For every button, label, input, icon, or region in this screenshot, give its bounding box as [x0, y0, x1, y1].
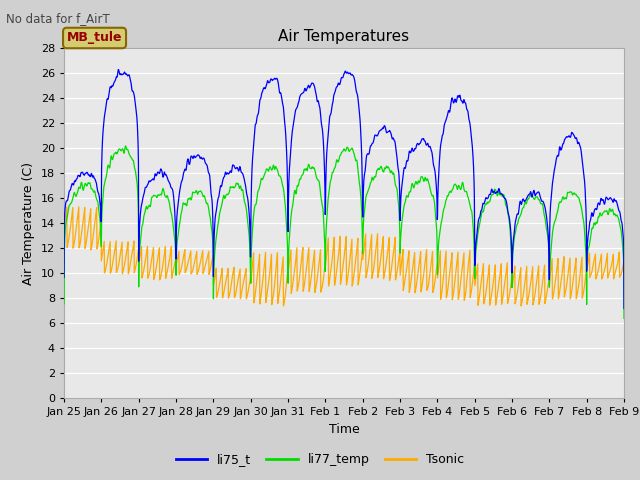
- li77_temp: [216, 207, 224, 213]
- li75_t: [571, 134, 579, 140]
- Text: MB_tule: MB_tule: [67, 32, 122, 45]
- li77_temp: [360, 208, 368, 214]
- Line: li77_temp: li77_temp: [64, 146, 624, 318]
- Tsonic: [571, 264, 579, 270]
- Tsonic: [280, 303, 287, 309]
- Tsonic: [361, 240, 369, 246]
- Y-axis label: Air Temperature (C): Air Temperature (C): [22, 162, 35, 285]
- li77_temp: [571, 191, 579, 197]
- li77_temp: [586, 236, 594, 242]
- Tsonic: [60, 227, 68, 233]
- li75_t: [507, 231, 515, 237]
- li77_temp: [372, 168, 380, 174]
- Tsonic: [75, 204, 83, 210]
- Tsonic: [620, 265, 628, 271]
- li75_t: [360, 172, 368, 178]
- Text: No data for f_AirT: No data for f_AirT: [6, 12, 110, 25]
- Title: Air Temperatures: Air Temperatures: [278, 29, 410, 44]
- Tsonic: [216, 276, 224, 282]
- Tsonic: [508, 279, 515, 285]
- Tsonic: [587, 273, 595, 278]
- Legend: li75_t, li77_temp, Tsonic: li75_t, li77_temp, Tsonic: [171, 448, 469, 471]
- li75_t: [60, 275, 68, 280]
- li77_temp: [122, 143, 129, 149]
- li75_t: [115, 67, 122, 72]
- li77_temp: [60, 301, 68, 307]
- li75_t: [372, 133, 380, 139]
- li75_t: [586, 217, 594, 223]
- Tsonic: [373, 238, 381, 243]
- li77_temp: [620, 315, 628, 321]
- li75_t: [620, 306, 628, 312]
- li77_temp: [507, 242, 515, 248]
- Line: li75_t: li75_t: [64, 70, 624, 309]
- Line: Tsonic: Tsonic: [64, 207, 624, 306]
- li75_t: [216, 183, 224, 189]
- X-axis label: Time: Time: [328, 423, 360, 436]
